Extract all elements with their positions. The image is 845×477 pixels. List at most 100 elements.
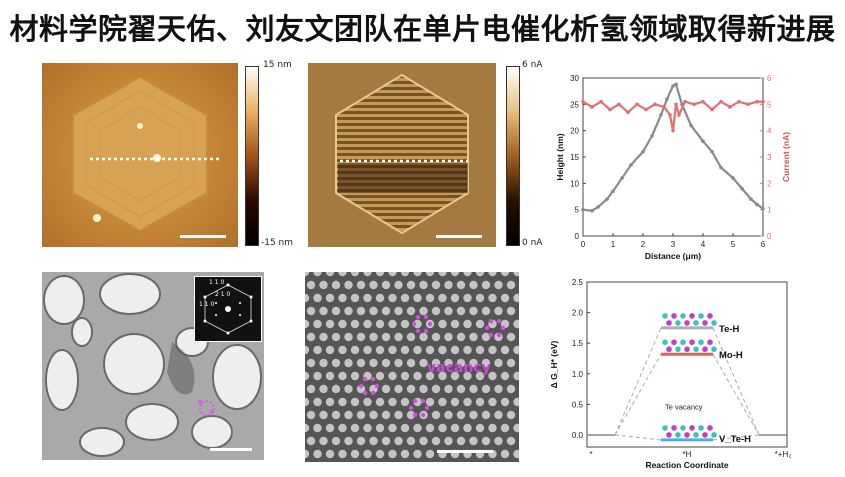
current-data-point	[755, 99, 759, 104]
energy-level-label: Te-H	[719, 324, 740, 335]
atom-column	[394, 410, 403, 420]
atom-column	[456, 306, 466, 316]
y-tick-label: 5	[575, 206, 580, 215]
atom-column	[469, 358, 478, 368]
atom-column	[325, 423, 335, 433]
atom-column	[450, 345, 460, 355]
atom-column	[305, 371, 310, 381]
x-axis-label: Distance (μm)	[645, 251, 701, 261]
crystal-structure-icon	[662, 425, 717, 438]
atom-column	[513, 345, 519, 355]
atom-column	[488, 397, 497, 407]
atom	[702, 432, 708, 438]
atom-column	[388, 371, 397, 381]
atom-column	[456, 410, 466, 420]
atom-column	[325, 397, 335, 407]
atom-column	[344, 436, 353, 446]
atom-column	[406, 306, 416, 316]
atom-column	[425, 272, 435, 277]
atom	[698, 313, 704, 319]
current-data-point	[644, 107, 648, 112]
atom-column	[338, 449, 347, 459]
atom-column	[381, 332, 391, 342]
atom-column	[363, 345, 372, 355]
atom	[698, 425, 704, 431]
atom-column	[338, 272, 347, 277]
atom	[666, 320, 672, 326]
connector-line	[614, 353, 662, 436]
atom-column	[344, 280, 353, 290]
current-colorbar-max: 6 nA	[522, 60, 543, 70]
y-tick-label: 0.0	[572, 431, 584, 440]
atom-column	[394, 384, 403, 394]
vacancy-atom	[420, 412, 426, 418]
current-data-point	[728, 105, 732, 109]
atom-column	[475, 397, 485, 407]
crystal-structure-icon	[662, 339, 717, 353]
scale-bar	[210, 448, 252, 451]
y-axis-label: Δ G_H* (eV)	[549, 340, 559, 388]
atom-column	[494, 306, 503, 316]
y-tick-label: 2.0	[572, 309, 584, 318]
atom-column	[338, 345, 347, 355]
atom-column	[419, 332, 428, 342]
atom-column	[506, 384, 516, 394]
atom-column	[319, 306, 328, 316]
current-data-point	[677, 113, 681, 117]
y-tick-label: 2.5	[572, 278, 584, 287]
atom-column	[375, 293, 385, 303]
y2-tick-label: 1	[767, 206, 772, 215]
atom-column	[438, 423, 447, 433]
atom-column	[481, 280, 491, 290]
atom-column	[363, 449, 372, 459]
atom	[666, 346, 672, 353]
y-tick-label: 0	[575, 232, 580, 241]
atom-column	[475, 293, 485, 303]
vacancy-marker	[408, 398, 430, 418]
atom-column	[400, 371, 410, 381]
height-data-point	[629, 163, 633, 167]
atom-column	[425, 371, 435, 381]
current-data-point	[710, 107, 714, 112]
current-data-point	[761, 99, 765, 104]
atom-column	[469, 306, 478, 316]
vacancy-atom	[362, 376, 368, 382]
vacancy-atom	[423, 314, 429, 320]
atom-column	[381, 384, 391, 394]
atom-column	[444, 332, 453, 342]
atom-column	[406, 280, 416, 290]
atom-column	[463, 423, 472, 433]
saed-label: 1 1 0	[199, 301, 215, 308]
atom-column	[513, 319, 519, 329]
atom	[698, 339, 704, 346]
y-tick-label: 10	[570, 179, 579, 188]
atom-column	[506, 410, 516, 420]
atom-column	[444, 306, 453, 316]
atom-column	[506, 436, 516, 446]
atom-column	[463, 272, 472, 277]
plot-frame	[586, 281, 788, 448]
atom-column	[306, 358, 316, 368]
y-tick-label: 1.0	[572, 370, 584, 379]
atom-column	[369, 332, 378, 342]
atom-column	[444, 280, 453, 290]
height-data-point	[596, 205, 600, 209]
atom-column	[325, 371, 335, 381]
atom-column	[388, 423, 397, 433]
connector-line	[712, 434, 760, 441]
atom-column	[488, 371, 497, 381]
current-data-point	[590, 105, 594, 109]
height-data-point	[665, 97, 669, 101]
atom	[707, 339, 713, 346]
atom-column	[494, 410, 503, 420]
atom-column	[431, 410, 441, 420]
atom-column	[413, 319, 422, 329]
atom-column	[425, 345, 435, 355]
plot-frame	[582, 77, 764, 237]
atom-column	[306, 280, 316, 290]
atom	[689, 313, 695, 319]
atom	[684, 432, 690, 438]
y2-tick-label: 2	[767, 179, 772, 188]
atom-column	[431, 384, 441, 394]
atom	[711, 320, 717, 326]
